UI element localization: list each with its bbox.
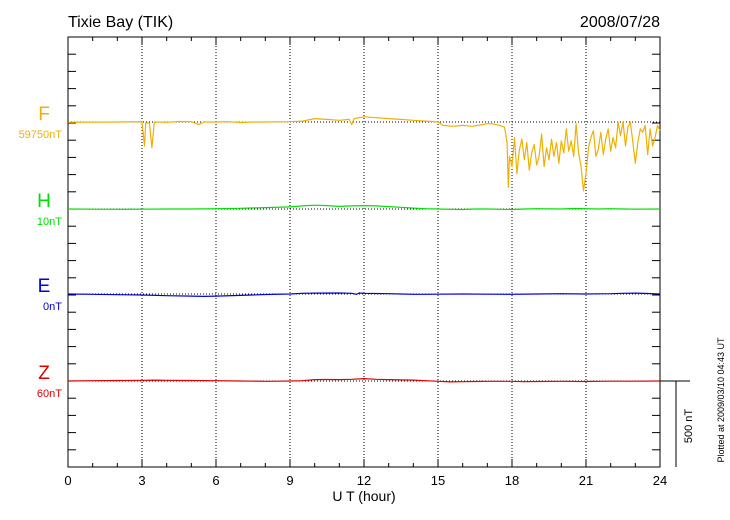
series-h-trace (67, 204, 661, 211)
series-e-trace (67, 292, 661, 297)
series-baseline-f: 59750nT (19, 129, 63, 141)
ticks-layer: 0 3 6 9 12 15 18 21 24 (64, 36, 667, 488)
x-tick-label: 21 (579, 473, 593, 488)
series-name-f: F (38, 104, 50, 125)
series-baseline-e: 0nT (43, 301, 62, 313)
series-labels: F 59750nT H 10nT E 0nT Z 60nT (19, 104, 63, 400)
x-tick-label: 6 (212, 473, 219, 488)
grid-layer (68, 37, 660, 467)
x-tick-label: 0 (64, 473, 71, 488)
series-z-trace (67, 378, 661, 383)
series-layer (67, 116, 661, 383)
series-name-h: H (37, 191, 51, 212)
x-tick-label: 24 (653, 473, 667, 488)
series-name-e: E (38, 276, 51, 297)
series-name-z: Z (38, 363, 50, 384)
x-axis-label: U T (hour) (332, 488, 395, 504)
series-f-trace (67, 116, 661, 192)
x-tick-label: 9 (286, 473, 293, 488)
x-tick-label: 15 (431, 473, 445, 488)
x-tick-label: 3 (138, 473, 145, 488)
plotted-note: Plotted at 2009/03/10 04:43 UT (716, 337, 726, 463)
x-tick-label: 18 (505, 473, 519, 488)
station-title: Tixie Bay (TIK) (68, 14, 173, 31)
date-label: 2008/07/28 (580, 14, 660, 31)
series-baseline-z: 60nT (37, 388, 62, 400)
x-tick-label: 12 (357, 473, 371, 488)
series-baseline-h: 10nT (37, 216, 62, 228)
plot-frame (67, 36, 661, 468)
scale-bar-label: 500 nT (683, 409, 695, 444)
scale-bar: 500 nT (660, 380, 695, 467)
